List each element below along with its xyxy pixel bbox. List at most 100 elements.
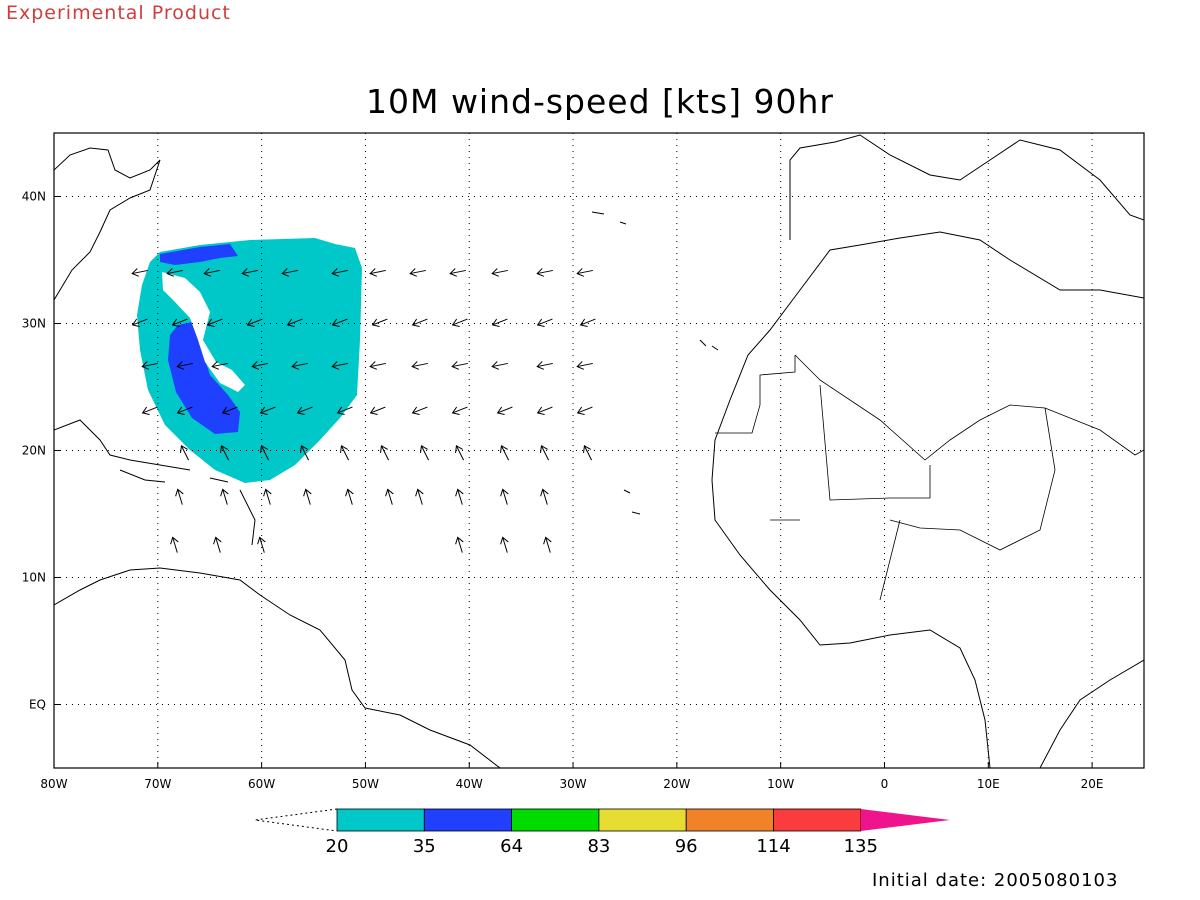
y-tick-label: EQ bbox=[29, 698, 46, 712]
wind-vector-arrow bbox=[502, 489, 508, 505]
wind-vector-arrowhead bbox=[491, 318, 500, 327]
wind-vector-arrowhead bbox=[203, 268, 212, 277]
wind-vector-arrow bbox=[537, 269, 553, 275]
wind-vector-arrowhead bbox=[371, 318, 380, 327]
wind-vector-arrowhead bbox=[246, 318, 255, 327]
wind-vector-arrow bbox=[577, 362, 593, 368]
wind-vector-arrow bbox=[207, 318, 223, 326]
wind-vector-arrow bbox=[577, 406, 593, 414]
wind-vector-arrowhead bbox=[170, 536, 179, 545]
wind-vector-arrowhead bbox=[281, 268, 290, 277]
wind-vector-arrow bbox=[537, 406, 553, 414]
wind-vector-arrow bbox=[212, 362, 228, 368]
wind-vector-arrowhead bbox=[286, 318, 295, 327]
wind-vector-arrowhead bbox=[536, 268, 545, 277]
wind-vector-arrowhead bbox=[451, 406, 460, 415]
wind-vector-arrowhead bbox=[336, 406, 345, 415]
wind-vector-arrowhead bbox=[543, 536, 552, 545]
border-lines-africa bbox=[715, 354, 1144, 601]
x-tick-label: 10E bbox=[977, 777, 1000, 791]
wind-vector-arrowhead bbox=[449, 268, 458, 277]
wind-vector-arrow bbox=[537, 318, 553, 326]
wind-vector-arrow bbox=[497, 406, 513, 414]
wind-vector-arrow bbox=[502, 537, 508, 553]
wind-vector-arrowhead bbox=[540, 488, 549, 497]
wind-vector-arrow bbox=[347, 489, 353, 505]
wind-vector-arrow bbox=[287, 318, 303, 326]
wind-vector-arrowhead bbox=[380, 445, 388, 454]
colorbar-level-label: 83 bbox=[587, 836, 610, 857]
wind-vector-arrow bbox=[500, 445, 510, 461]
wind-vector-arrowhead bbox=[576, 406, 585, 415]
wind-vector-arrow bbox=[222, 489, 228, 505]
wind-vector-arrowhead bbox=[536, 361, 545, 370]
colorbar-segment bbox=[423, 808, 512, 832]
colorbar-lower-triangle bbox=[254, 808, 338, 832]
wind-vector-arrow bbox=[340, 445, 350, 461]
wind-vector-arrow bbox=[412, 318, 428, 326]
wind-vector-arrowhead bbox=[300, 445, 308, 454]
wind-vector-arrow bbox=[132, 318, 148, 326]
wind-vector-arrow bbox=[370, 406, 386, 414]
wind-vector-arrow bbox=[457, 489, 463, 505]
x-tick-label: 20W bbox=[663, 777, 690, 791]
wind-vector-arrowhead bbox=[451, 318, 460, 327]
colorbar-level-label: 135 bbox=[844, 836, 878, 857]
wind-vector-arrow bbox=[452, 362, 468, 368]
colorbar-level-label: 114 bbox=[756, 836, 790, 857]
wind-vector-arrowhead bbox=[296, 406, 305, 415]
wind-vector-arrowhead bbox=[241, 268, 250, 277]
wind-vector-arrowhead bbox=[291, 361, 300, 370]
wind-vector-arrow bbox=[215, 537, 221, 553]
wind-vector-arrow bbox=[577, 269, 593, 275]
wind-vector-arrow bbox=[292, 362, 308, 368]
wind-vector-arrow bbox=[220, 445, 230, 461]
wind-vector-arrowhead bbox=[583, 445, 591, 454]
y-tick-label: 20N bbox=[22, 444, 46, 458]
coastline-iberia-europe bbox=[789, 134, 1144, 240]
wind-vector-arrow bbox=[177, 406, 193, 414]
coastline-south-america bbox=[54, 567, 501, 768]
wind-vector-arrow bbox=[180, 445, 190, 461]
wind-vector-arrowhead bbox=[536, 406, 545, 415]
wind-vector-arrowhead bbox=[211, 361, 220, 370]
wind-vector-arrowhead bbox=[303, 488, 312, 497]
wind-vector-arrowhead bbox=[491, 268, 500, 277]
wind-speed-region-35-64kt-north bbox=[160, 244, 238, 265]
wind-vector-arrow bbox=[370, 362, 386, 368]
x-tick-label: 10W bbox=[767, 777, 794, 791]
wind-vector-arrowhead bbox=[536, 318, 545, 327]
colorbar-level-label: 64 bbox=[500, 836, 523, 857]
wind-vector-arrowhead bbox=[331, 268, 340, 277]
longitude-axis: 80W 70W 60W 50W 40W 30W 20W 10W 0 10E 20E bbox=[40, 762, 1104, 791]
wind-vector-arrowhead bbox=[369, 406, 378, 415]
wind-vector-arrowhead bbox=[345, 488, 354, 497]
wind-vector-arrow bbox=[455, 445, 465, 461]
wind-vector-arrow bbox=[492, 318, 508, 326]
wind-vector-arrow bbox=[412, 406, 428, 414]
wind-speed-region-35-64kt-core bbox=[168, 322, 240, 434]
latitude-axis: 40N 30N 20N 10N EQ bbox=[22, 190, 60, 712]
wind-vector-arrowhead bbox=[175, 488, 184, 497]
wind-vector-arrowhead bbox=[409, 268, 418, 277]
wind-vector-arrowhead bbox=[206, 318, 215, 327]
wind-vector-arrowhead bbox=[331, 361, 340, 370]
wind-vector-arrowhead bbox=[369, 268, 378, 277]
wind-vector-arrow bbox=[297, 406, 313, 414]
colorbar-level-label: 35 bbox=[413, 836, 436, 857]
wind-vector-arrow bbox=[387, 489, 393, 505]
wind-vector-arrowhead bbox=[369, 361, 378, 370]
wind-vector-arrowhead bbox=[576, 268, 585, 277]
colorbar-segment bbox=[511, 808, 600, 832]
wind-vector-arrow bbox=[452, 406, 468, 414]
wind-vector-arrowhead bbox=[221, 406, 230, 415]
wind-vector-arrowhead bbox=[500, 488, 509, 497]
wind-vector-arrow bbox=[259, 537, 265, 553]
wind-speed-colorbar: 20 35 64 83 96 114 135 bbox=[254, 808, 950, 857]
wind-vector-arrowhead bbox=[259, 406, 268, 415]
wind-vector-arrow bbox=[282, 269, 298, 275]
wind-vector-arrowhead bbox=[411, 318, 420, 327]
wind-vector-arrow bbox=[172, 318, 188, 326]
wind-vector-arrowhead bbox=[500, 536, 509, 545]
wind-vector-arrowhead bbox=[455, 445, 463, 454]
